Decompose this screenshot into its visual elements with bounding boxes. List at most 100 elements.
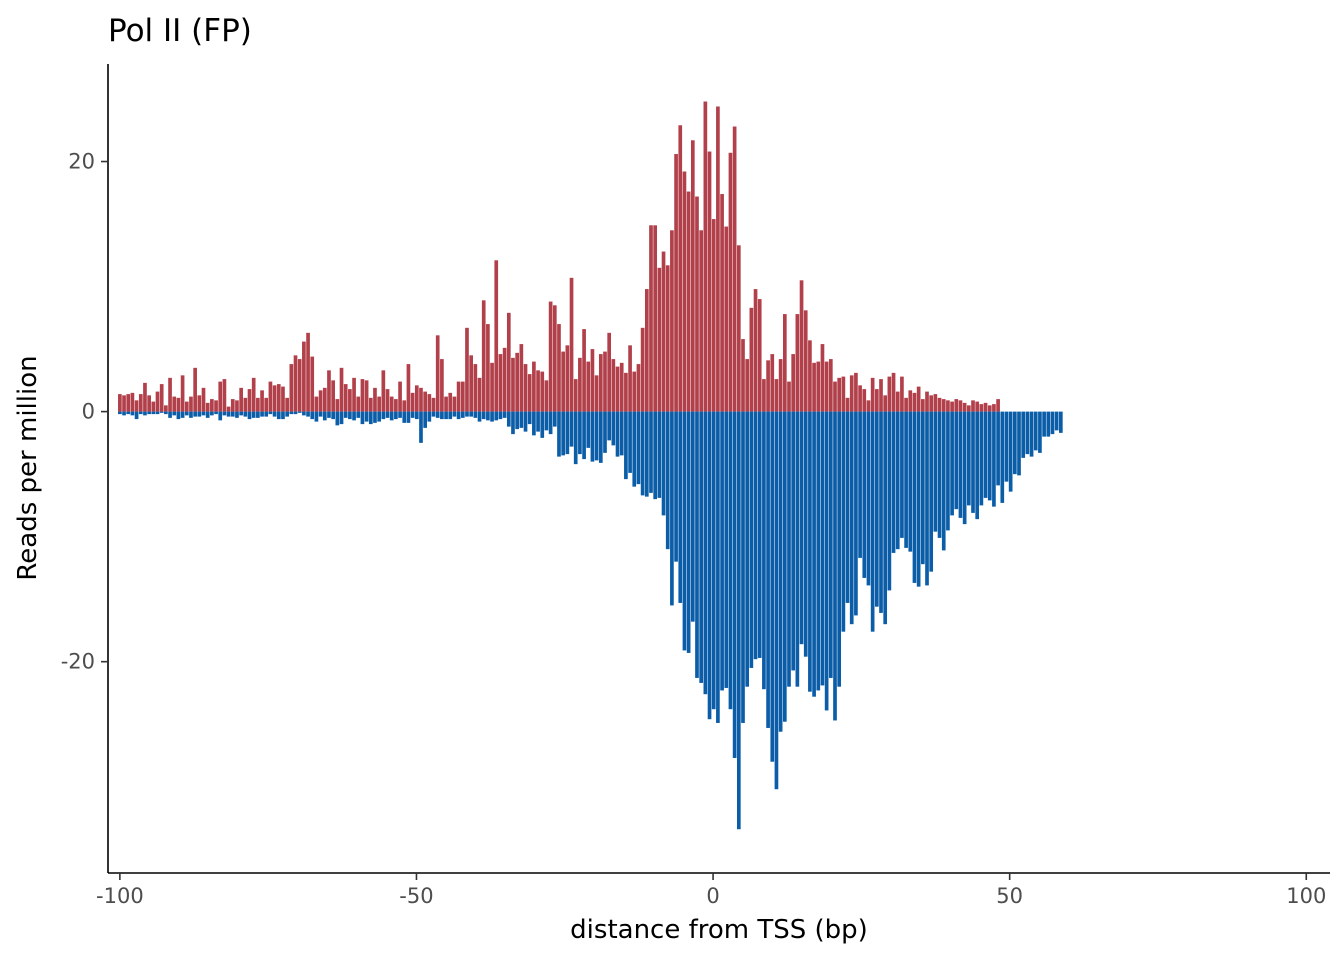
bar-positive bbox=[318, 390, 323, 412]
bar-positive bbox=[766, 360, 770, 412]
bar-positive bbox=[377, 396, 381, 412]
bar-positive bbox=[435, 335, 440, 412]
bar-negative bbox=[264, 411, 269, 417]
bar-positive bbox=[874, 389, 879, 412]
bar-negative bbox=[276, 411, 281, 420]
bar-positive bbox=[607, 332, 612, 412]
bar-negative bbox=[598, 411, 603, 463]
bar-negative bbox=[494, 411, 499, 421]
bar-positive bbox=[762, 379, 766, 412]
bar-negative bbox=[352, 411, 356, 421]
bar-positive bbox=[728, 152, 733, 412]
bar-negative bbox=[302, 411, 306, 416]
bar-negative bbox=[603, 411, 607, 453]
bar-positive bbox=[414, 385, 419, 412]
bar-positive bbox=[272, 385, 277, 412]
bar-positive bbox=[218, 381, 223, 412]
bar-positive bbox=[322, 387, 327, 412]
bar-negative bbox=[887, 411, 892, 591]
bar-positive bbox=[674, 154, 678, 412]
bar-negative bbox=[628, 411, 632, 473]
bar-positive bbox=[565, 345, 570, 412]
bar-negative bbox=[356, 411, 361, 418]
bar-negative bbox=[728, 411, 733, 710]
bar-positive bbox=[544, 380, 549, 412]
bar-positive bbox=[164, 405, 168, 412]
bar-negative bbox=[933, 411, 938, 532]
x-tick-label: 0 bbox=[706, 884, 719, 908]
y-tick-label: 20 bbox=[68, 150, 95, 174]
bar-positive bbox=[389, 396, 394, 412]
bar-positive bbox=[527, 374, 532, 412]
bar-negative bbox=[281, 411, 285, 420]
bar-negative bbox=[703, 411, 708, 695]
bar-negative bbox=[465, 411, 469, 417]
bar-positive bbox=[887, 376, 892, 412]
bar-positive bbox=[891, 372, 896, 412]
bar-positive bbox=[406, 364, 411, 412]
bar-negative bbox=[816, 411, 821, 691]
bar-positive bbox=[557, 324, 561, 412]
bar-positive bbox=[720, 194, 724, 412]
bar-negative bbox=[833, 411, 837, 721]
bar-positive bbox=[511, 357, 515, 412]
bar-positive bbox=[900, 376, 904, 412]
bar-negative bbox=[799, 411, 804, 645]
bar-positive bbox=[281, 386, 285, 412]
bar-positive bbox=[335, 399, 340, 412]
bar-negative bbox=[632, 411, 637, 487]
bar-negative bbox=[118, 411, 122, 415]
bar-negative bbox=[318, 411, 323, 417]
bar-positive bbox=[314, 396, 319, 412]
bar-positive bbox=[716, 106, 720, 412]
bar-negative bbox=[582, 411, 586, 460]
bar-positive bbox=[444, 396, 448, 412]
bar-positive bbox=[477, 377, 482, 412]
y-tick-label: 0 bbox=[82, 400, 95, 424]
bar-positive bbox=[578, 357, 582, 412]
bar-negative bbox=[954, 411, 959, 510]
bar-positive bbox=[306, 332, 310, 412]
bar-negative bbox=[1046, 411, 1051, 437]
bar-negative bbox=[130, 411, 135, 416]
bar-positive bbox=[394, 399, 398, 412]
bar-positive bbox=[594, 375, 599, 412]
bar-negative bbox=[870, 411, 875, 632]
bar-positive bbox=[360, 379, 365, 412]
bar-positive bbox=[703, 101, 708, 412]
bar-positive bbox=[816, 361, 821, 412]
bar-negative bbox=[979, 411, 984, 506]
bar-negative bbox=[210, 411, 214, 416]
bar-positive bbox=[820, 344, 825, 412]
bar-negative bbox=[770, 411, 775, 762]
bar-positive bbox=[247, 389, 252, 412]
bar-positive bbox=[992, 404, 996, 412]
bar-positive bbox=[515, 352, 519, 412]
bar-negative bbox=[1042, 411, 1046, 437]
bar-positive bbox=[548, 301, 553, 412]
bar-positive bbox=[950, 401, 954, 412]
bar-positive bbox=[975, 401, 980, 412]
bar-negative bbox=[532, 411, 536, 436]
bar-positive bbox=[787, 381, 791, 412]
bar-negative bbox=[431, 411, 436, 417]
bar-positive bbox=[799, 280, 804, 412]
bar-negative bbox=[268, 411, 273, 415]
bar-negative bbox=[536, 411, 540, 432]
bar-negative bbox=[394, 411, 398, 420]
bar-positive bbox=[339, 367, 344, 412]
bar-positive bbox=[849, 375, 854, 412]
bar-negative bbox=[498, 411, 503, 420]
bar-negative bbox=[561, 411, 566, 456]
bar-positive bbox=[348, 389, 352, 412]
bar-positive bbox=[665, 265, 670, 412]
bar-negative bbox=[862, 411, 867, 578]
bar-positive bbox=[368, 397, 373, 412]
bar-negative bbox=[845, 411, 850, 603]
bar-positive bbox=[946, 400, 950, 412]
bar-positive bbox=[724, 226, 729, 412]
bar-positive bbox=[352, 377, 356, 412]
bar-positive bbox=[222, 379, 227, 412]
bar-negative bbox=[126, 411, 131, 415]
